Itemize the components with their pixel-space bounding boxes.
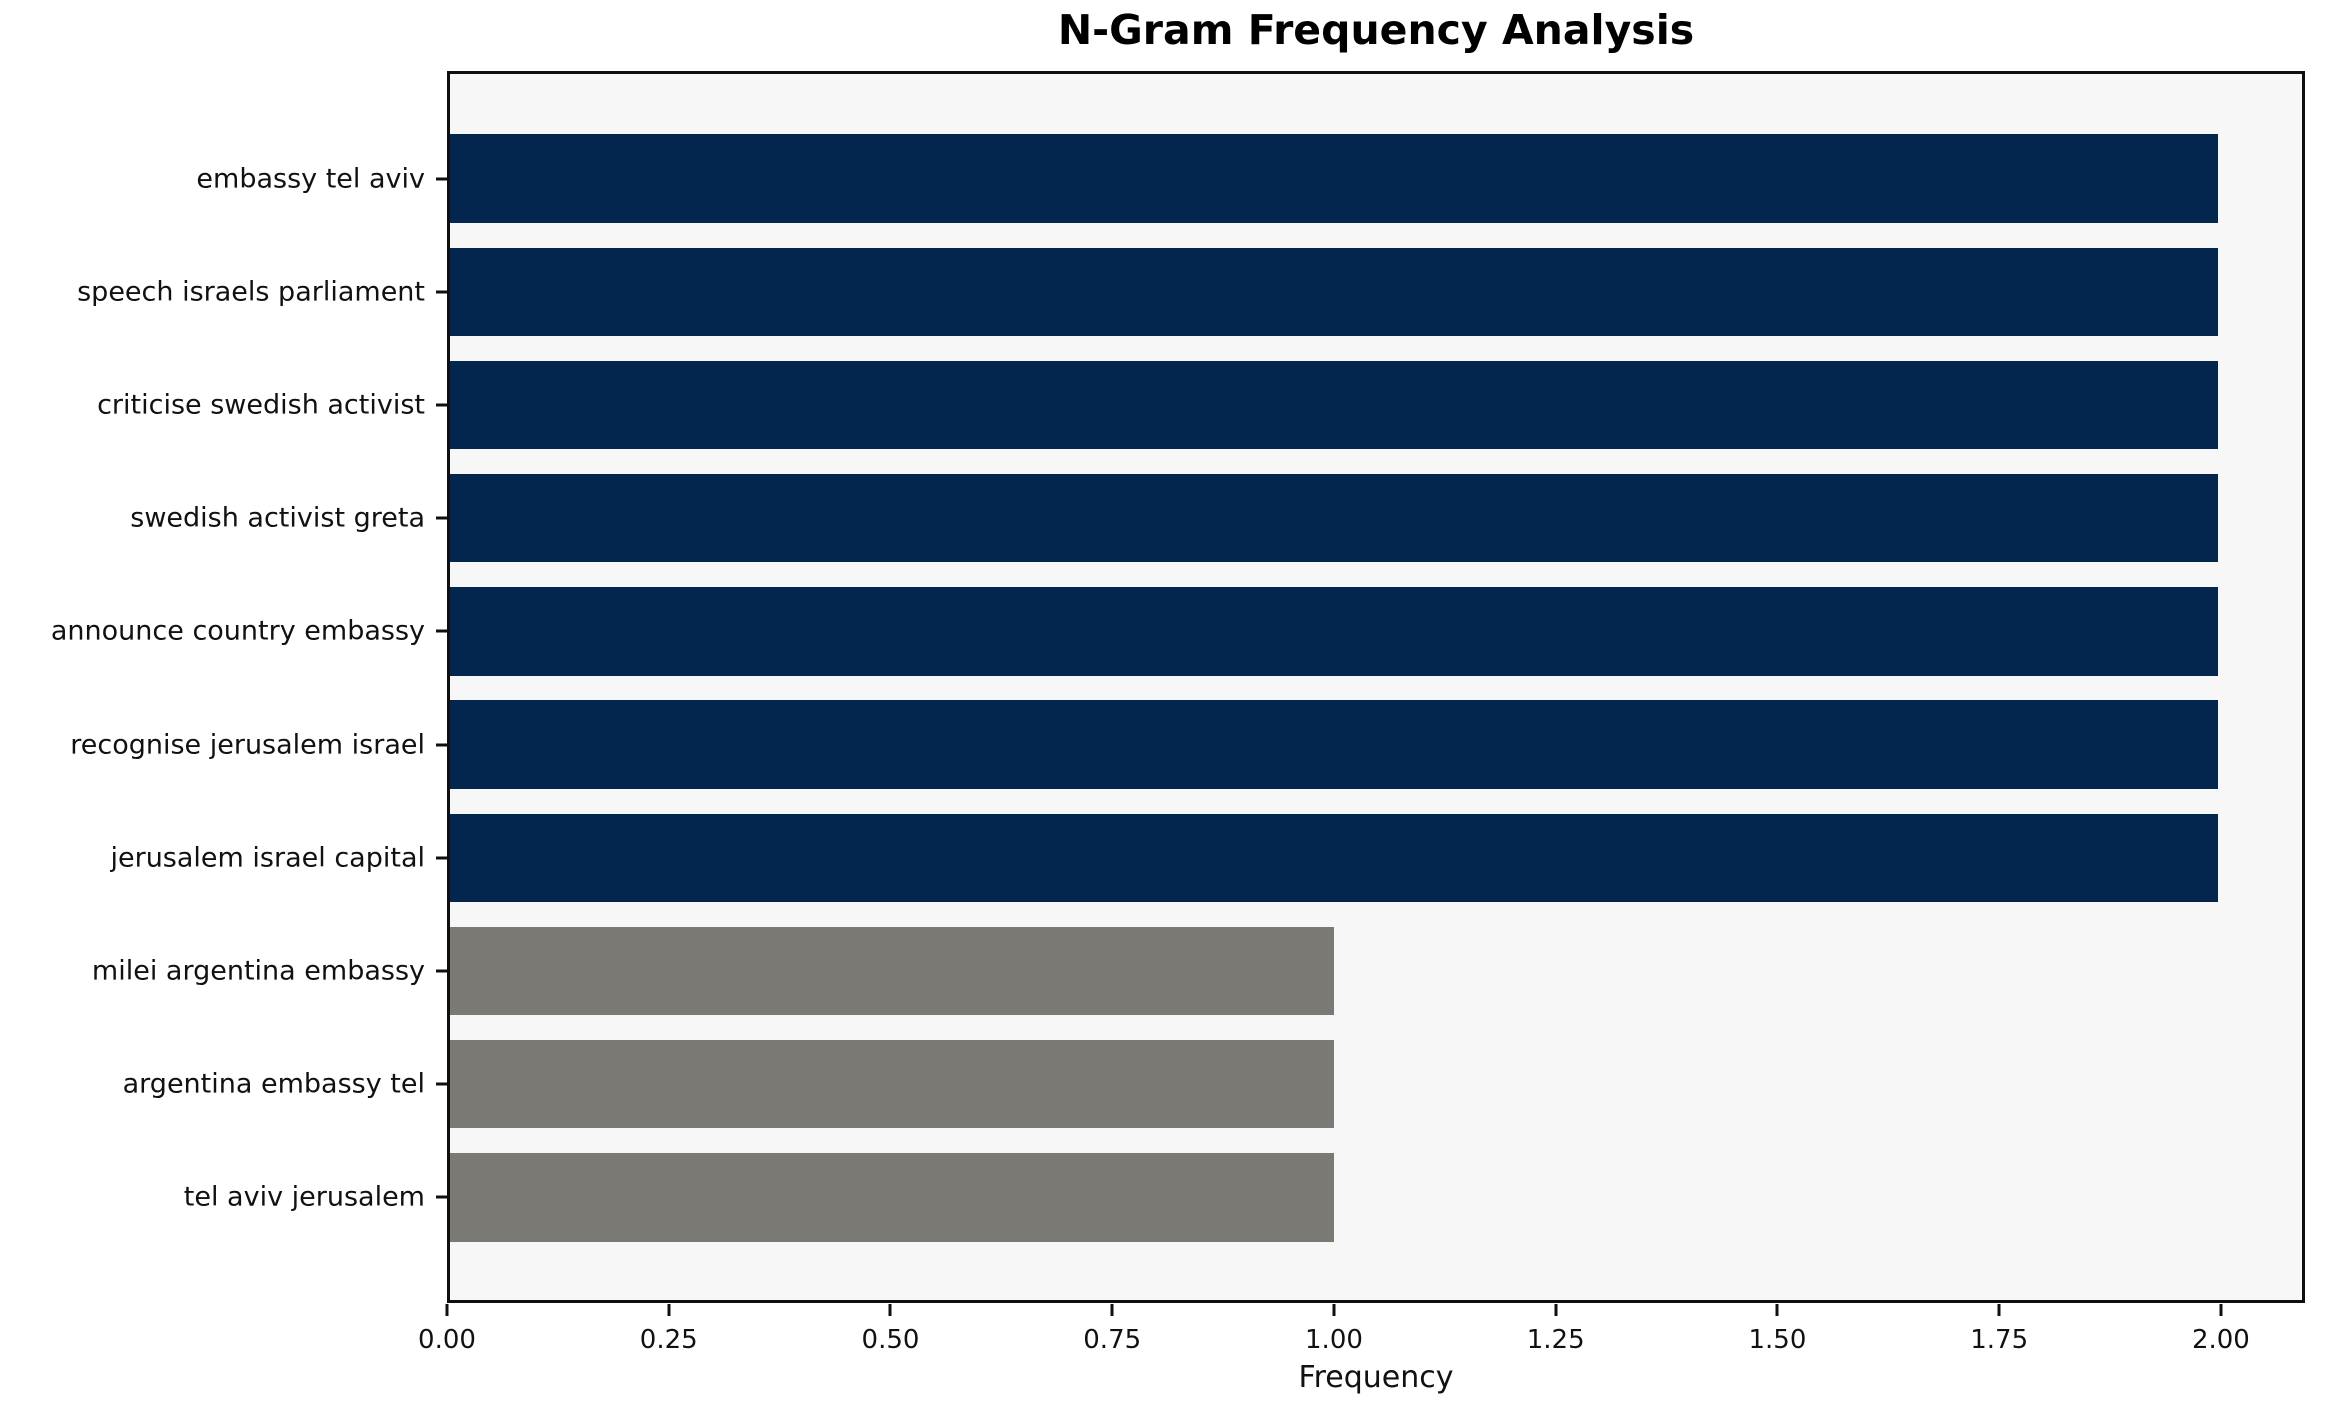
bar — [450, 247, 2219, 336]
category-label: argentina embassy tel — [122, 1068, 425, 1100]
y-tick-mark — [436, 290, 447, 294]
x-tick-mark — [1775, 1304, 1779, 1316]
bar-row: recognise jerusalem israel — [70, 688, 2302, 801]
y-tick-mark — [436, 403, 447, 407]
category-label: swedish activist greta — [130, 502, 425, 534]
bar-row: criticise swedish activist — [97, 348, 2302, 461]
bar-row: swedish activist greta — [130, 462, 2302, 575]
bar — [450, 134, 2219, 223]
x-tick-label: 2.00 — [2191, 1325, 2250, 1355]
category-label: announce country embassy — [50, 615, 425, 647]
bar — [450, 1153, 1335, 1242]
category-label: recognise jerusalem israel — [70, 729, 425, 761]
category-label: milei argentina embassy — [91, 955, 425, 987]
x-tick-mark — [445, 1304, 449, 1316]
x-tick-mark — [888, 1304, 892, 1316]
bar-row: tel aviv jerusalem — [184, 1141, 2302, 1254]
bar-row: milei argentina embassy — [92, 914, 2302, 1027]
category-label: tel aviv jerusalem — [183, 1181, 425, 1213]
bar-rows-container: embassy tel aviv speech israels parliamen… — [51, 74, 2302, 1300]
x-axis-title: Frequency — [1298, 1360, 1454, 1395]
x-tick-mark — [1332, 1304, 1336, 1316]
category-label: jerusalem israel capital — [110, 842, 425, 874]
x-axis: 0.00 0.25 0.50 0.75 1.00 1.25 1.50 1.75 2.00 — [418, 1303, 2305, 1413]
category-label: embassy tel aviv — [196, 163, 425, 195]
bar-row: argentina embassy tel — [123, 1028, 2302, 1141]
bar — [450, 813, 2219, 902]
chart-title: N-Gram Frequency Analysis — [1057, 6, 1695, 54]
x-tick-label: 0.25 — [639, 1325, 698, 1355]
bar-row: jerusalem israel capital — [110, 801, 2302, 914]
bar — [450, 1040, 1335, 1129]
y-tick-mark — [436, 969, 447, 973]
y-tick-mark — [436, 177, 447, 181]
y-tick-mark — [436, 856, 447, 860]
x-tick-mark — [667, 1304, 671, 1316]
x-tick-mark — [1110, 1304, 1114, 1316]
bar — [450, 587, 2219, 676]
x-tick-label: 0.75 — [1083, 1325, 1142, 1355]
x-tick-label: 1.25 — [1526, 1325, 1585, 1355]
y-tick-mark — [436, 1195, 447, 1199]
bar — [450, 474, 2219, 563]
bar-row: speech israels parliament — [77, 235, 2302, 348]
y-tick-mark — [436, 516, 447, 520]
x-tick-label: 1.00 — [1305, 1325, 1363, 1355]
bar — [450, 700, 2219, 789]
y-tick-mark — [436, 629, 447, 633]
plot-area: embassy tel aviv speech israels parliamen… — [51, 71, 2305, 1303]
bar — [450, 360, 2219, 450]
x-tick-mark — [2219, 1304, 2223, 1316]
bar-row: announce country embassy — [51, 575, 2302, 688]
x-tick-mark — [1554, 1304, 1558, 1316]
y-tick-mark — [436, 1082, 447, 1086]
x-tick-label: 0.00 — [418, 1325, 476, 1355]
x-tick-label: 0.50 — [861, 1325, 920, 1355]
x-tick-label: 1.50 — [1748, 1325, 1807, 1355]
category-label: criticise swedish activist — [97, 389, 425, 421]
bar — [450, 926, 1335, 1016]
y-tick-mark — [436, 743, 447, 747]
x-tick-label: 1.75 — [1970, 1325, 2029, 1355]
bar-row: embassy tel aviv — [196, 122, 2302, 235]
x-tick-mark — [1997, 1304, 2001, 1316]
category-label: speech israels parliament — [77, 276, 425, 308]
